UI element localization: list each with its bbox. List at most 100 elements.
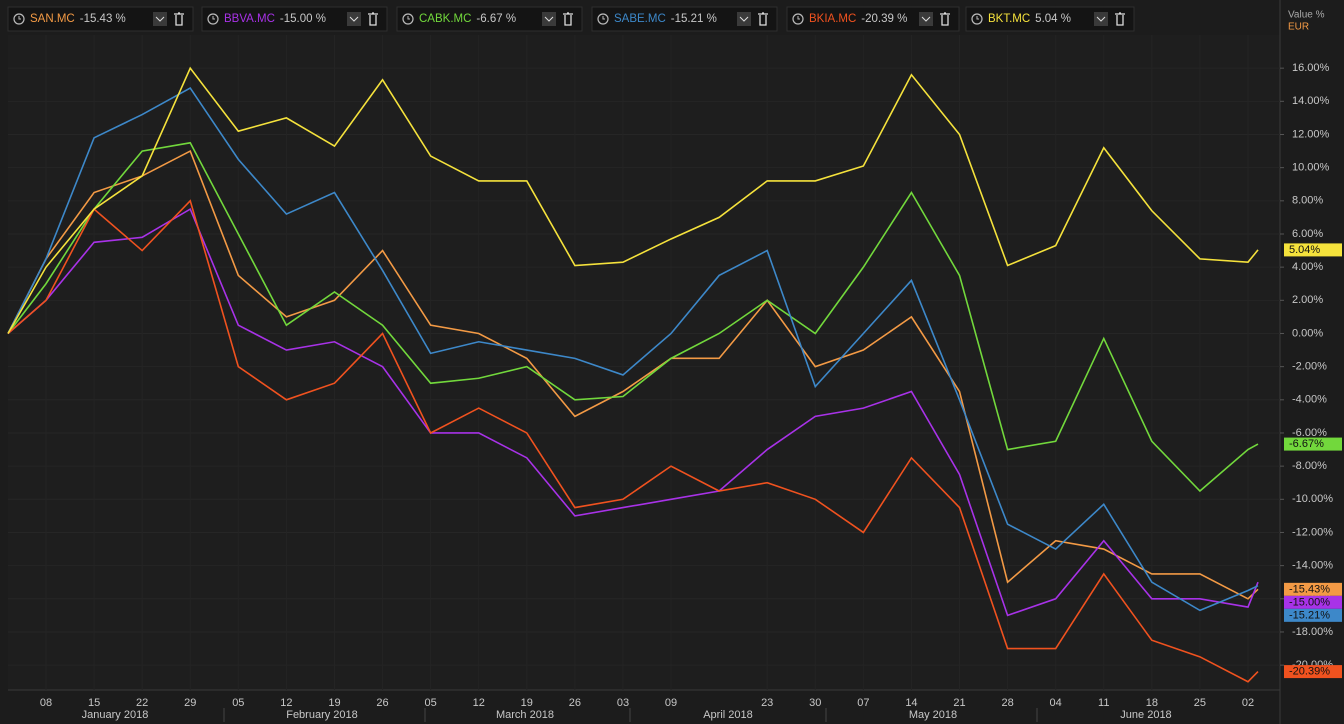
y-tick-label: 16.00% — [1292, 62, 1330, 74]
x-tick-label: 29 — [184, 697, 196, 709]
x-tick-label: 09 — [665, 697, 677, 709]
legend-change: -6.67 % — [476, 13, 516, 25]
delete-icon[interactable] — [174, 12, 184, 26]
x-tick-label: 05 — [425, 697, 437, 709]
x-tick-label: 23 — [761, 697, 773, 709]
dropdown-arrow — [1096, 16, 1106, 22]
y-tick-label: 10.00% — [1292, 162, 1330, 174]
y-tick-label: -8.00% — [1292, 460, 1327, 472]
x-tick-label: 08 — [40, 697, 52, 709]
y-tick-label: 4.00% — [1292, 261, 1323, 273]
x-tick-label: 03 — [617, 697, 629, 709]
dropdown-arrow — [155, 16, 165, 22]
value-tag — [1284, 595, 1342, 609]
dropdown-button[interactable] — [919, 12, 933, 26]
delete-icon[interactable] — [368, 12, 378, 26]
clock-icon — [602, 16, 605, 20]
delete-icon[interactable] — [940, 12, 950, 26]
grid: 16.00% 14.00% 12.00% 10.00% 8.00% 6.00% 4.00% 2… — [8, 35, 1333, 722]
legend-box — [7, 6, 194, 32]
legend-name: SAN.MC — [30, 13, 75, 25]
dropdown-button[interactable] — [542, 12, 556, 26]
clock-icon — [797, 16, 800, 20]
legend-name: CABK.MC — [419, 13, 471, 25]
y-tick-label: 14.00% — [1292, 95, 1330, 107]
delete-icon[interactable] — [1115, 12, 1125, 26]
y-tick-label: -4.00% — [1292, 394, 1327, 406]
legend-name: BKIA.MC — [809, 13, 856, 25]
x-tick-label: 15 — [88, 697, 100, 709]
legend-change: -15.00 % — [280, 13, 326, 25]
clock-icon — [212, 16, 215, 20]
month-label: March 2018 — [496, 709, 554, 721]
value-tag — [1284, 665, 1342, 679]
clock-icon — [976, 16, 979, 20]
dropdown-arrow — [544, 16, 554, 22]
x-tick-label: 28 — [1001, 697, 1013, 709]
x-tick-label: 02 — [1242, 697, 1254, 709]
value-tag — [1284, 582, 1342, 596]
plot-area — [8, 35, 1280, 690]
series-line — [7, 66, 1259, 334]
clock-icon — [971, 13, 983, 25]
header-bar: SAN.MC -15.43 % BBVA.MC -15.00 % CABK.MC -6.6… — [7, 6, 1135, 32]
dropdown-arrow — [349, 16, 359, 22]
legend-change: -20.39 % — [861, 13, 907, 25]
legend-name: BBVA.MC — [224, 13, 275, 25]
y-tick-label: 8.00% — [1292, 195, 1323, 207]
value-tags: -15.43%-15.00% -6.67% -15.21% -20.39% 5.04% — [1284, 243, 1342, 679]
month-label: May 2018 — [909, 709, 957, 721]
currency-label: EUR — [1288, 22, 1309, 33]
x-tick-label: 19 — [521, 697, 533, 709]
dropdown-button[interactable] — [153, 12, 167, 26]
y-tick-label: -12.00% — [1292, 526, 1333, 538]
series-line — [7, 207, 1259, 617]
dropdown-button[interactable] — [1094, 12, 1108, 26]
dropdown-button[interactable] — [737, 12, 751, 26]
dropdown-arrow — [739, 16, 749, 22]
legend-name: SABE.MC — [614, 13, 666, 25]
legend-change: -15.21 % — [671, 13, 717, 25]
legend-change: 5.04 % — [1035, 13, 1071, 25]
x-tick-label: 12 — [473, 697, 485, 709]
value-tag-label: -15.00% — [1289, 596, 1330, 608]
y-tick-label: -6.00% — [1292, 427, 1327, 439]
month-label: April 2018 — [703, 709, 753, 721]
delete-icon[interactable] — [758, 12, 768, 26]
x-tick-label: 12 — [280, 697, 292, 709]
x-tick-label: 26 — [376, 697, 388, 709]
x-tick-label: 22 — [136, 697, 148, 709]
x-tick-label: 19 — [328, 697, 340, 709]
value-tag-label: -15.21% — [1289, 609, 1330, 621]
y-tick-label: 0.00% — [1292, 327, 1323, 339]
month-label: June 2018 — [1120, 709, 1171, 721]
delete-icon[interactable] — [563, 12, 573, 26]
x-tick-label: 14 — [905, 697, 917, 709]
legend-name: BKT.MC — [988, 13, 1030, 25]
y-tick-label: -14.00% — [1292, 560, 1333, 572]
month-label: January 2018 — [82, 709, 149, 721]
clock-icon — [207, 13, 219, 25]
clock-icon — [407, 16, 410, 20]
clock-icon — [18, 16, 21, 20]
x-tick-label: 11 — [1098, 697, 1109, 709]
clock-icon — [792, 13, 804, 25]
x-tick-label: 26 — [569, 697, 581, 709]
value-tag-label: 5.04% — [1289, 244, 1320, 256]
series-line — [7, 149, 1259, 600]
value-tag — [1284, 243, 1342, 257]
value-tag-label: -15.43% — [1289, 583, 1330, 595]
value-tag — [1284, 608, 1342, 622]
clock-icon — [402, 13, 414, 25]
x-tick-label: 21 — [953, 697, 965, 709]
axis-title: Value % — [1288, 10, 1325, 21]
series-line — [7, 87, 1259, 612]
dropdown-button[interactable] — [347, 12, 361, 26]
y-tick-label: -18.00% — [1292, 626, 1333, 638]
x-tick-label: 25 — [1194, 697, 1206, 709]
value-tag-label: -20.39% — [1289, 665, 1330, 677]
y-tick-label: 6.00% — [1292, 228, 1323, 240]
clock-icon — [597, 13, 609, 25]
